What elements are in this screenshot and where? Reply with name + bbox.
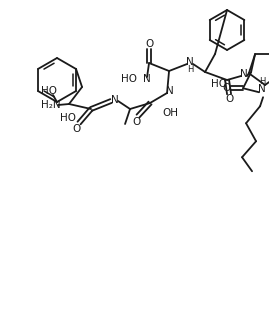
Text: O: O bbox=[145, 39, 153, 49]
Text: O: O bbox=[132, 117, 140, 127]
Text: N: N bbox=[111, 95, 119, 105]
Text: H₂N: H₂N bbox=[41, 100, 61, 110]
Text: OH: OH bbox=[162, 108, 178, 118]
Text: HO: HO bbox=[121, 74, 137, 84]
Text: N: N bbox=[166, 86, 174, 96]
Text: O: O bbox=[222, 83, 230, 93]
Text: HO: HO bbox=[211, 79, 227, 89]
Text: O: O bbox=[225, 94, 233, 104]
Text: N: N bbox=[186, 57, 194, 67]
Text: N: N bbox=[240, 69, 248, 79]
Text: N: N bbox=[258, 84, 266, 94]
Text: HO: HO bbox=[41, 86, 57, 96]
Text: HO: HO bbox=[60, 113, 76, 123]
Text: N: N bbox=[143, 74, 151, 84]
Text: H: H bbox=[187, 65, 193, 75]
Text: H: H bbox=[259, 77, 265, 86]
Text: O: O bbox=[72, 124, 80, 134]
